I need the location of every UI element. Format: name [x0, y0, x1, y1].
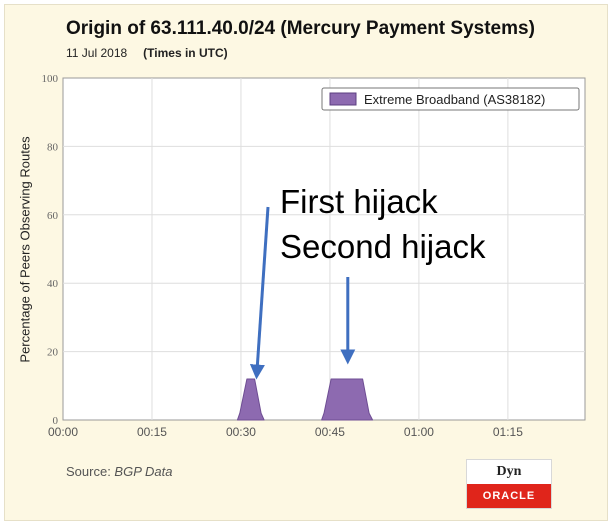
x-tick-label: 00:45 — [315, 425, 345, 439]
dyn-logo-text: Dyn — [496, 464, 522, 479]
source-note: Source: BGP Data — [66, 464, 172, 479]
annotations: First hijack Second hijack — [249, 183, 486, 380]
first-hijack-label: First hijack — [280, 183, 438, 220]
chart-title: Origin of 63.111.40.0/24 (Mercury Paymen… — [66, 18, 535, 39]
legend-box — [321, 87, 580, 111]
plot-area — [62, 77, 586, 421]
area-series — [236, 378, 374, 421]
legend-swatch — [329, 92, 357, 106]
y-tick-label: 100 — [42, 73, 59, 85]
timezone-note: (Times in UTC) — [143, 46, 228, 60]
date-label: 11 Jul 2018 — [66, 46, 128, 60]
source-name: BGP Data — [114, 464, 173, 479]
y-tick-label: 60 — [47, 210, 59, 222]
x-tick-label: 01:00 — [404, 425, 434, 439]
legend-entry: Extreme Broadband (AS38182) — [364, 92, 545, 107]
chart-subtitle: 11 Jul 2018 (Times in UTC) — [66, 46, 228, 60]
second-hijack-label: Second hijack — [280, 228, 486, 265]
dyn-oracle-logo: Dyn ORACLE — [466, 459, 552, 509]
first-hijack-arrow — [249, 206, 270, 380]
x-tick-label: 00:15 — [137, 425, 167, 439]
y-tick-label: 0 — [53, 415, 59, 427]
grid — [63, 78, 585, 420]
y-tick-label: 80 — [47, 141, 59, 153]
x-tick-label: 00:30 — [226, 425, 256, 439]
axis-ticks: 00:00 00:15 00:30 00:45 01:00 01:15 0 20 40 60 80 1… — [42, 73, 524, 439]
y-tick-label: 20 — [47, 347, 59, 359]
x-tick-label: 01:15 — [493, 425, 523, 439]
hijack-area — [321, 378, 374, 421]
legend: Extreme Broadband (AS38182) — [321, 87, 580, 111]
source-prefix: Source: — [66, 464, 115, 479]
y-tick-label: 40 — [47, 278, 59, 290]
oracle-logo-text: ORACLE — [467, 484, 551, 508]
x-tick-label: 00:00 — [48, 425, 78, 439]
